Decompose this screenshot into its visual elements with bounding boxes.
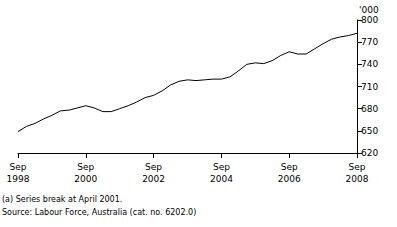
svg-text:Source: Labour Force, Australi: Source: Labour Force, Australia (cat. no… (2, 208, 196, 217)
svg-text:2000: 2000 (74, 174, 97, 184)
svg-text:770: 770 (361, 37, 378, 47)
svg-text:'000: '000 (359, 5, 379, 15)
svg-text:(a) Series break at April 2001: (a) Series break at April 2001. (2, 195, 122, 204)
svg-text:Sep: Sep (349, 162, 366, 172)
svg-text:2004: 2004 (210, 174, 233, 184)
svg-text:650: 650 (361, 126, 378, 136)
svg-text:710: 710 (361, 82, 378, 92)
svg-text:680: 680 (361, 104, 378, 114)
svg-text:Sep: Sep (77, 162, 94, 172)
svg-text:740: 740 (361, 59, 378, 69)
svg-text:2008: 2008 (346, 174, 369, 184)
svg-text:2006: 2006 (278, 174, 301, 184)
svg-text:1998: 1998 (7, 174, 30, 184)
svg-text:2002: 2002 (142, 174, 165, 184)
svg-text:Sep: Sep (145, 162, 162, 172)
svg-text:800: 800 (361, 15, 378, 25)
svg-text:Sep: Sep (281, 162, 298, 172)
svg-text:Sep: Sep (10, 162, 27, 172)
svg-text:Sep: Sep (213, 162, 230, 172)
svg-text:620: 620 (361, 148, 378, 158)
